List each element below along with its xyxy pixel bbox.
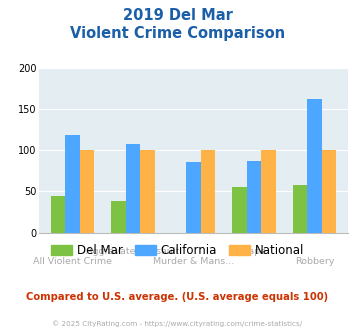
Text: Robbery: Robbery xyxy=(295,257,334,266)
Bar xyxy=(140,150,155,233)
Text: Compared to U.S. average. (U.S. average equals 100): Compared to U.S. average. (U.S. average … xyxy=(26,292,329,302)
Bar xyxy=(307,99,322,233)
Text: © 2025 CityRating.com - https://www.cityrating.com/crime-statistics/: © 2025 CityRating.com - https://www.city… xyxy=(53,321,302,327)
Bar xyxy=(111,201,126,233)
Bar xyxy=(322,150,337,233)
Text: Murder & Mans...: Murder & Mans... xyxy=(153,257,234,266)
Text: Violent Crime Comparison: Violent Crime Comparison xyxy=(70,26,285,41)
Bar xyxy=(201,150,215,233)
Bar xyxy=(80,150,94,233)
Bar xyxy=(50,196,65,233)
Bar xyxy=(261,150,276,233)
Text: Aggravated Assault: Aggravated Assault xyxy=(86,248,180,256)
Bar xyxy=(232,187,247,233)
Bar xyxy=(186,162,201,233)
Bar xyxy=(247,161,261,233)
Text: 2019 Del Mar: 2019 Del Mar xyxy=(122,8,233,23)
Text: All Violent Crime: All Violent Crime xyxy=(33,257,112,266)
Bar xyxy=(293,185,307,233)
Bar xyxy=(65,135,80,233)
Text: Rape: Rape xyxy=(242,248,266,256)
Bar xyxy=(126,145,140,233)
Legend: Del Mar, California, National: Del Mar, California, National xyxy=(46,239,309,261)
